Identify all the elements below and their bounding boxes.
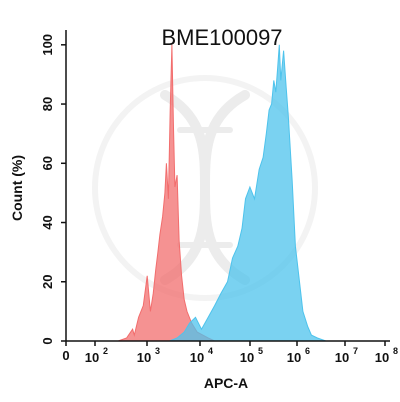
y-tick-label: 60 [40,156,55,170]
x-tick-exponent: 6 [305,346,310,356]
x-tick-exponent: 7 [353,346,358,356]
x-tick-label: 10 [137,350,151,365]
x-tick-label: 10 [335,350,349,365]
y-axis-label: Count (%) [9,155,25,221]
x-tick-exponent: 5 [258,346,263,356]
x-axis-label: APC-A [204,375,248,391]
chart-title: BME100097 [161,25,282,50]
dna-watermark-icon [92,75,318,301]
histogram-series-2 [169,44,327,342]
x-tick-label: 10 [240,350,254,365]
x-tick-exponent: 2 [103,346,108,356]
x-tick-exponent: 3 [155,346,160,356]
plot-area [117,44,327,342]
x-tick-exponent: 8 [393,346,398,356]
y-tick-label: 20 [40,275,55,289]
y-tick-label: 100 [40,34,55,56]
x-tick-label: 10 [287,350,301,365]
x-tick-exponent: 4 [208,346,213,356]
y-tick-label: 0 [40,337,55,344]
x-tick-label: 10 [375,350,389,365]
y-axis-ticks: 0 20 40 60 80 100 [40,34,66,345]
y-tick-label: 40 [40,215,55,229]
x-axis-ticks: 0 10 2 10 3 10 4 10 5 10 6 10 7 10 8 [62,341,398,365]
x-tick-label: 10 [85,350,99,365]
x-tick-label: 10 [190,350,204,365]
y-tick-label: 80 [40,97,55,111]
x-tick-label: 0 [62,348,69,363]
